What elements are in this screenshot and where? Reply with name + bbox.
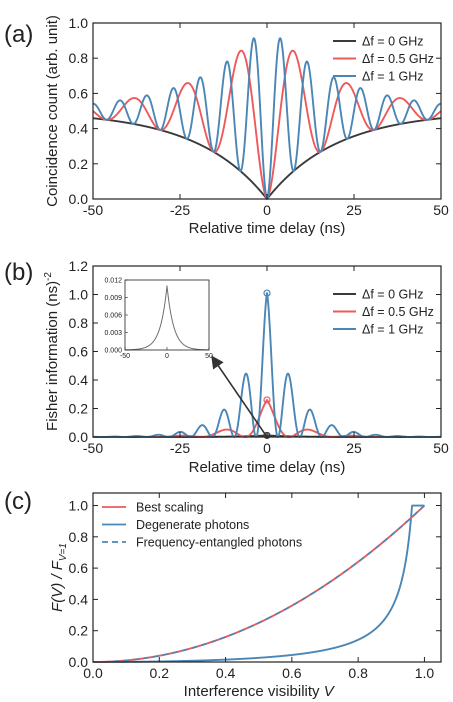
legend: Best scaling Degenerate photons Frequency-… (102, 501, 302, 550)
y-tick-label: 0.8 (69, 50, 89, 66)
y-tick-label: 0.6 (69, 85, 89, 101)
x-tick-label: 0.4 (216, 665, 236, 681)
y-tick-label: 1.2 (69, 258, 89, 274)
y-tick-label: 0.2 (69, 156, 89, 172)
series-df-0p5-ghz (92, 399, 442, 438)
y-tick-label: 0.0 (69, 429, 89, 445)
inset-y-tick-label: 0.009 (104, 295, 122, 302)
legend-label: Δf = 0 GHz (362, 35, 424, 49)
legend-label: Best scaling (136, 501, 203, 515)
inset-x-tick-label: 50 (205, 353, 213, 360)
plot-frame (92, 492, 442, 663)
y-axis-title: Fisher information (ns)-2 (43, 272, 61, 431)
x-tick-label: -50 (83, 440, 103, 456)
inset-bg (125, 280, 209, 350)
y-axis-title: F(V) / FV=1 (49, 543, 69, 612)
y-tick-label: 0.2 (69, 623, 89, 639)
y-tick-label: 1.0 (69, 287, 89, 303)
inset-arrow (211, 355, 267, 437)
y-tick-label: 0.0 (69, 654, 89, 670)
y-tick-label: 0.8 (69, 529, 89, 545)
series-df-0-ghz (92, 117, 442, 200)
legend-label: Frequency-entangled photons (136, 536, 302, 550)
y-tick-label: 0.4 (69, 372, 89, 388)
legend-label: Δf = 0.5 GHz (362, 52, 434, 66)
x-axis-title: Interference visibility V (184, 683, 336, 700)
panel-label: (b) (4, 259, 33, 286)
inset-y-tick-label: 0.006 (104, 313, 122, 320)
x-tick-label: 25 (346, 440, 362, 456)
x-tick-label: 25 (346, 202, 362, 218)
panel-label: (a) (4, 21, 33, 48)
y-tick-label: 0.6 (69, 344, 89, 360)
series-frequency-entangled-photons (92, 504, 425, 663)
y-tick-label: 0.4 (69, 121, 89, 137)
y-tick-label: 0.0 (69, 191, 89, 207)
legend-label: Δf = 0.5 GHz (362, 305, 434, 319)
x-tick-label: 0.0 (83, 665, 103, 681)
y-axis-title: Coincidence count (arb. unit) (44, 15, 61, 207)
panel-c: 0.0 0.2 0.4 0.6 0.8 1.0 0.0 0.2 0.4 0.6 0.8 1.0 Inte… (4, 488, 442, 700)
x-tick-label: 50 (433, 202, 449, 218)
y-tick-label: 1.0 (69, 498, 89, 514)
x-tick-label: -25 (170, 202, 190, 218)
x-tick-label: 0.6 (282, 665, 302, 681)
x-tick-label: 0.2 (150, 665, 170, 681)
inset-y-tick-label: 0.003 (104, 330, 122, 337)
x-axis-title: Relative time delay (ns) (189, 459, 346, 476)
y-tick-label: 0.6 (69, 560, 89, 576)
y-tick-label: 0.4 (69, 591, 89, 607)
y-tick-label: 1.0 (69, 15, 89, 31)
peak-marker-df-0-ghz-small (264, 432, 270, 439)
x-tick-label: -50 (83, 202, 103, 218)
legend-label: Δf = 0 GHz (362, 288, 424, 302)
plot-frame (92, 22, 442, 200)
x-tick-label: 50 (433, 440, 449, 456)
legend-label: Degenerate photons (136, 518, 249, 532)
panel-a: -50 -25 0 25 50 0.0 0.2 0.4 0.6 0.8 1.0 Relative ti… (4, 15, 449, 237)
inset-x-tick-label: 0 (165, 353, 169, 360)
x-tick-label: 0 (263, 202, 271, 218)
legend: Δf = 0 GHz Δf = 0.5 GHz Δf = 1 GHz (333, 35, 434, 84)
peak-marker-df-1-ghz (263, 289, 271, 297)
panel-b: -50 -25 0 25 50 0.0 0.2 0.4 0.6 0.8 1.0 1.2 Relative… (4, 258, 449, 476)
legend: Δf = 0 GHz Δf = 0.5 GHz Δf = 1 GHz (333, 288, 434, 337)
legend-label: Δf = 1 GHz (362, 70, 424, 84)
inset-y-tick-label: 0.000 (104, 348, 122, 355)
x-tick-label: 0.8 (348, 665, 368, 681)
x-axis-title: Relative time delay (ns) (189, 220, 346, 237)
inset-y-tick-label: 0.012 (104, 278, 122, 285)
peak-marker-df-0p5-ghz (263, 396, 271, 404)
x-tick-label: 1.0 (415, 665, 435, 681)
y-tick-label: 0.8 (69, 315, 89, 331)
inset: -50 0 50 0.000 0.003 0.006 0.009 0.012 (104, 278, 213, 361)
y-tick-label: 0.2 (69, 401, 89, 417)
panel-label: (c) (4, 488, 32, 515)
inset-series (124, 285, 210, 351)
x-tick-label: -25 (170, 440, 190, 456)
inset-x-tick-label: -50 (120, 353, 130, 360)
legend-label: Δf = 1 GHz (362, 323, 424, 337)
x-tick-label: 0 (263, 440, 271, 456)
